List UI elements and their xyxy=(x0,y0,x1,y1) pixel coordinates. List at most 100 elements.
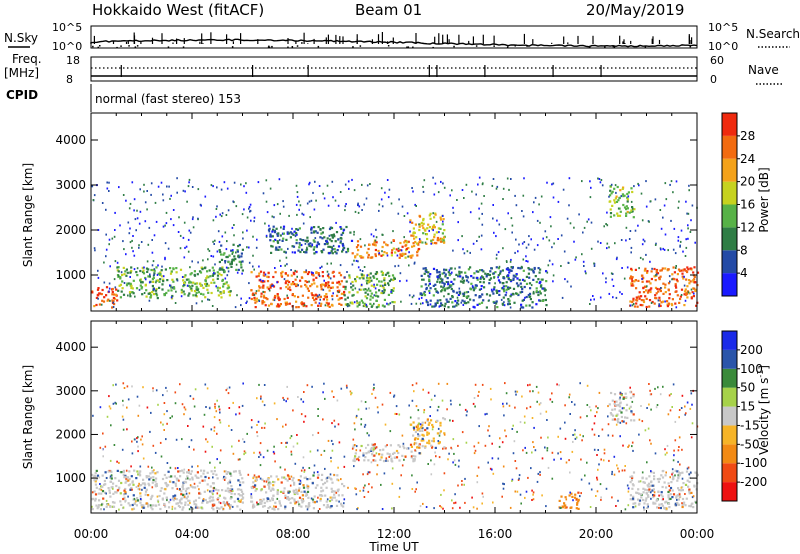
range-gate-cell xyxy=(344,298,347,301)
range-gate-cell xyxy=(220,274,223,277)
nsearch-dot xyxy=(453,45,455,48)
range-gate-cell xyxy=(459,280,463,283)
nsearch-dot xyxy=(412,46,414,48)
range-gate-cell xyxy=(319,497,322,500)
scatter-cell xyxy=(621,407,624,410)
range-gate-cell xyxy=(342,285,345,288)
scatter-cell xyxy=(492,217,494,220)
range-gate-cell xyxy=(319,228,322,231)
range-gate-cell xyxy=(236,250,239,253)
scatter-cell xyxy=(195,506,197,509)
range-gate-cell xyxy=(155,477,158,480)
range-gate-cell xyxy=(378,453,381,456)
range-gate-cell xyxy=(229,263,232,266)
range-gate-cell xyxy=(370,446,373,450)
scatter-cell xyxy=(449,194,451,197)
range-gate-cell xyxy=(284,494,287,497)
colorbar-segment xyxy=(722,331,737,350)
scatter-cell xyxy=(123,282,126,284)
range-gate-cell xyxy=(322,227,325,230)
scatter-cell xyxy=(546,419,548,421)
scatter-cell xyxy=(368,471,371,474)
range-gate-cell xyxy=(372,459,375,462)
scatter-cell xyxy=(361,270,364,272)
scatter-cell xyxy=(621,267,623,269)
range-gate-cell xyxy=(206,288,209,291)
scatter-cell xyxy=(487,299,490,302)
range-gate-cell xyxy=(642,491,645,494)
range-gate-cell xyxy=(305,305,308,308)
range-gate-cell xyxy=(416,446,419,449)
scatter-cell xyxy=(556,383,558,386)
scatter-cell xyxy=(332,292,334,295)
range-gate-cell xyxy=(683,293,686,296)
scatter-cell xyxy=(450,403,452,406)
range-gate-cell xyxy=(203,479,206,482)
scatter-cell xyxy=(218,405,220,408)
scatter-cell xyxy=(198,488,200,491)
scatter-cell xyxy=(235,251,237,254)
range-gate-cell xyxy=(366,276,369,279)
range-gate-cell xyxy=(613,402,616,406)
range-gate-cell xyxy=(425,270,428,274)
range-gate-cell xyxy=(240,494,243,497)
range-gate-cell xyxy=(383,277,386,280)
scatter-cell xyxy=(205,406,207,408)
scatter-cell xyxy=(362,486,365,489)
range-gate-cell xyxy=(370,284,373,287)
range-gate-cell xyxy=(659,289,662,293)
range-gate-cell xyxy=(181,469,184,472)
scatter-cell xyxy=(480,288,483,290)
range-gate-cell xyxy=(422,217,425,221)
range-gate-cell xyxy=(383,251,386,254)
scatter-cell xyxy=(273,505,275,508)
range-gate-cell xyxy=(533,267,536,271)
range-gate-cell xyxy=(667,482,670,485)
range-gate-cell xyxy=(351,252,354,255)
range-gate-cell xyxy=(274,501,277,504)
scatter-cell xyxy=(139,210,142,213)
scatter-cell xyxy=(589,303,591,305)
scatter-cell xyxy=(243,208,245,211)
range-gate-cell xyxy=(436,301,439,304)
range-gate-cell xyxy=(634,502,637,505)
range-gate-cell xyxy=(137,487,140,490)
range-gate-cell xyxy=(287,498,290,501)
range-gate-cell xyxy=(272,240,275,243)
scatter-cell xyxy=(340,240,342,243)
scatter-cell xyxy=(507,274,510,277)
scatter-cell xyxy=(688,189,690,192)
range-gate-cell xyxy=(626,416,629,419)
scatter-cell xyxy=(373,387,375,389)
range-gate-cell xyxy=(231,251,234,254)
scatter-cell xyxy=(191,186,194,188)
scatter-cell xyxy=(331,235,334,238)
range-gate-cell xyxy=(687,268,690,271)
nsearch-dot xyxy=(432,46,434,49)
scatter-cell xyxy=(397,212,400,215)
scatter-cell xyxy=(361,209,363,211)
scatter-cell xyxy=(386,254,389,257)
range-gate-cell xyxy=(187,294,190,297)
range-gate-cell xyxy=(671,489,674,492)
scatter-cell xyxy=(262,456,265,459)
range-gate-cell xyxy=(613,201,617,204)
range-gate-cell xyxy=(254,479,257,482)
range-gate-cell xyxy=(674,302,677,305)
range-gate-cell xyxy=(538,290,541,293)
range-gate-cell xyxy=(250,297,253,301)
scatter-cell xyxy=(399,487,401,490)
scatter-cell xyxy=(99,406,102,409)
scatter-cell xyxy=(174,402,177,405)
range-gate-cell xyxy=(333,247,336,251)
scatter-cell xyxy=(559,427,562,430)
scatter-cell xyxy=(478,217,481,220)
scatter-cell xyxy=(136,440,138,443)
scatter-cell xyxy=(443,489,445,492)
range-gate-cell xyxy=(354,256,357,259)
range-gate-cell xyxy=(323,481,327,484)
scatter-cell xyxy=(542,237,544,240)
scatter-cell xyxy=(687,224,689,227)
range-gate-cell xyxy=(413,231,416,234)
scatter-cell xyxy=(163,402,166,404)
